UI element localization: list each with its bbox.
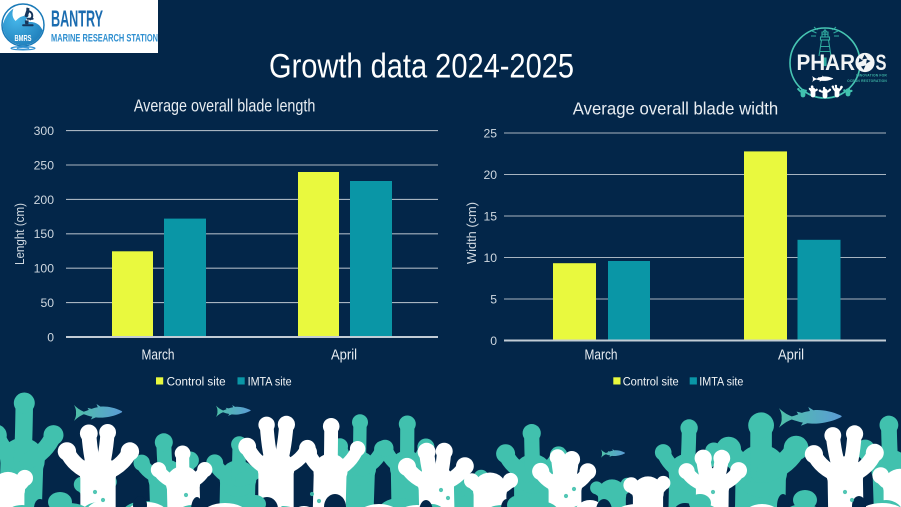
svg-text:Control site: Control site: [167, 376, 226, 388]
svg-text:BANTRY: BANTRY: [51, 6, 103, 32]
svg-text:Control site: Control site: [623, 376, 679, 388]
svg-text:March: March: [585, 347, 618, 363]
svg-text:100: 100: [34, 262, 55, 276]
svg-text:Growth data 2024-2025: Growth data 2024-2025: [269, 48, 574, 86]
svg-text:S: S: [876, 50, 887, 75]
svg-text:20: 20: [483, 168, 497, 182]
svg-text:0: 0: [47, 330, 54, 344]
svg-text:Lenght (cm): Lenght (cm): [12, 203, 27, 265]
svg-text:BMRS: BMRS: [15, 34, 32, 43]
svg-text:50: 50: [40, 296, 54, 310]
svg-text:0: 0: [490, 334, 497, 348]
svg-text:INNOVATION FOR: INNOVATION FOR: [856, 74, 887, 78]
svg-text:15: 15: [483, 209, 497, 223]
svg-text:IMTA site: IMTA site: [699, 376, 743, 388]
svg-text:Average overall blade length: Average overall blade length: [134, 96, 316, 116]
svg-text:150: 150: [34, 227, 55, 241]
svg-text:Average overall blade width: Average overall blade width: [573, 99, 779, 119]
svg-text:25: 25: [483, 126, 497, 140]
svg-text:5: 5: [490, 292, 497, 306]
svg-text:10: 10: [483, 251, 497, 265]
svg-text:April: April: [331, 347, 357, 363]
svg-text:200: 200: [34, 193, 55, 207]
svg-text:April: April: [778, 347, 804, 363]
svg-text:OCEAN RESTORATION: OCEAN RESTORATION: [847, 79, 887, 83]
svg-text:MARINE RESEARCH STATION: MARINE RESEARCH STATION: [51, 33, 158, 45]
svg-text:250: 250: [34, 158, 55, 172]
svg-text:IMTA site: IMTA site: [248, 376, 292, 388]
svg-text:Width (cm): Width (cm): [464, 202, 479, 264]
svg-text:PHAR: PHAR: [797, 50, 856, 75]
svg-text:March: March: [142, 347, 175, 363]
svg-text:300: 300: [34, 124, 55, 138]
